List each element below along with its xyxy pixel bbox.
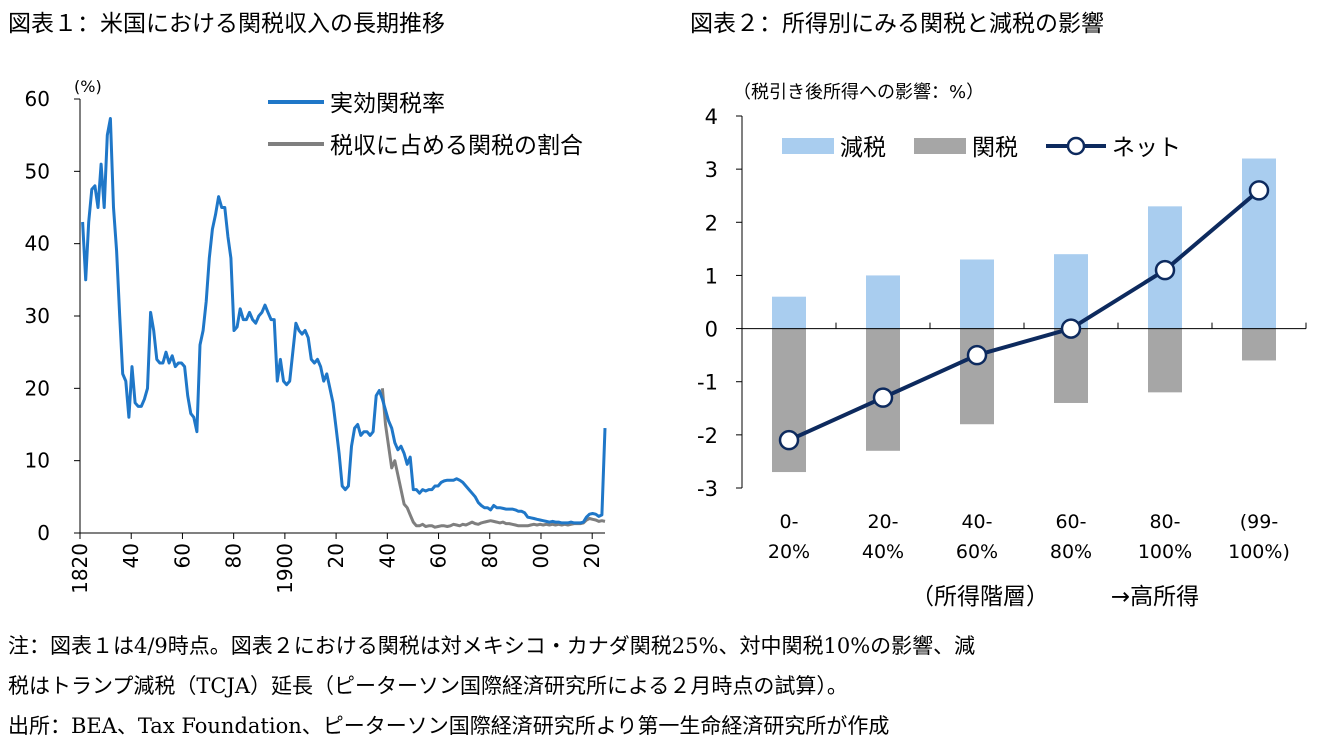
c2-y-tick-label: 1	[705, 264, 718, 288]
c1-x-tick-label: 60	[427, 543, 451, 568]
c2-category-label-top: 40-	[961, 511, 992, 533]
c1-legend-label: 実効関税率	[330, 91, 445, 117]
notes: 注：図表１は4/9時点。図表２における関税は対メキシコ・カナダ関税25%、対中関…	[8, 626, 1328, 746]
c1-y-tick-label: 60	[25, 87, 50, 111]
c2-x-axis-note: →高所得	[1111, 584, 1199, 610]
c2-y-tick-label: 0	[705, 318, 718, 342]
c2-category-label-bottom: 60%	[956, 541, 998, 563]
c1-y-tick-label: 30	[25, 304, 50, 328]
c2-category-label-bottom: 100%)	[1228, 541, 1290, 563]
c2-bar-tariff	[1148, 328, 1182, 393]
c2-bar-tax-cut	[960, 259, 994, 329]
c2-bar-tax-cut	[1054, 254, 1088, 329]
c1-x-tick-label: 20	[324, 543, 348, 568]
c2-legend-label-tariff: 関税	[972, 135, 1018, 161]
c2-bar-tariff	[1242, 328, 1276, 361]
c2-category-label-bottom: 100%	[1138, 541, 1192, 563]
c2-legend-label-tax-cut: 減税	[840, 135, 886, 161]
chart1-tariff-history: 0 10 20 30 40 50 60 (%) 1820 40 60 80 1900 20 40 60 80 00…	[25, 77, 607, 594]
c2-category-label-top: 0-	[780, 511, 799, 533]
c2-category-label-top: 80-	[1149, 511, 1180, 533]
c2-net-point	[872, 387, 894, 408]
c2-legend-marker-net	[1066, 136, 1086, 156]
c2-category-label-top: (99-	[1240, 511, 1278, 533]
c2-unit-label: （税引き後所得への影響：%）	[733, 82, 984, 103]
c1-series-effective-rate	[81, 117, 607, 525]
c2-category-label-bottom: 40%	[862, 541, 904, 563]
c2-bar-tax-cut	[772, 296, 806, 329]
c2-legend-swatch-tariff	[914, 138, 966, 154]
c2-legend-swatch-tax-cut	[782, 138, 834, 154]
c2-net-line	[788, 188, 1261, 443]
c1-x-tick-label: 80	[222, 543, 246, 568]
chart2-title: 図表２：所得別にみる関税と減税の影響	[690, 11, 1104, 37]
c1-series-share-of-revenue	[380, 388, 606, 529]
c2-net-point	[778, 429, 800, 451]
c2-net-point	[1154, 259, 1176, 281]
c1-x-tick-label: 20	[580, 543, 604, 568]
c2-net-point	[1248, 180, 1270, 201]
c2-category-label-top: 60-	[1055, 511, 1086, 533]
c1-x-tick-label: 40	[119, 543, 143, 568]
c2-y-tick-label: 3	[705, 158, 718, 182]
c1-y-tick-label: 50	[25, 159, 50, 183]
c2-net-point	[1060, 318, 1082, 339]
c1-x-tick-label: 80	[478, 543, 502, 568]
c2-category-label-bottom: 20%	[768, 541, 810, 563]
c1-x-tick-label: 60	[170, 543, 194, 568]
c2-y-tick-label: -3	[697, 477, 718, 501]
c2-y-tick-label: -1	[697, 371, 718, 395]
note-line-3: 出所：BEA、Tax Foundation、ピーターソン国際経済研究所より第一生…	[8, 714, 890, 738]
note-line-1: 注：図表１は4/9時点。図表２における関税は対メキシコ・カナダ関税25%、対中関…	[8, 634, 976, 658]
c1-y-tick-label: 0	[37, 521, 50, 545]
c2-net-point	[966, 344, 988, 366]
c1-unit-label: (%)	[74, 77, 102, 96]
c2-category-label-bottom: 80%	[1050, 541, 1092, 563]
c2-y-tick-label: 4	[705, 105, 718, 129]
c1-y-tick-label: 10	[25, 449, 50, 473]
c1-x-tick-label: 00	[529, 543, 553, 568]
c1-x-tick-label: 1820	[68, 543, 92, 594]
c1-x-tick-label: 40	[375, 543, 399, 568]
c2-legend-label-net: ネット	[1112, 135, 1181, 161]
c2-bar-tax-cut	[866, 275, 900, 329]
c2-x-axis-label: （所得階層）	[911, 584, 1049, 610]
chart2-income-impact: -3 -2 -1 0 1 2 3 4 （税引き後所得への影響：%） 0- 20% 20- 40% 40- 6…	[697, 82, 1307, 610]
c2-bar-tariff	[772, 328, 806, 473]
chart1-title: 図表１：米国における関税収入の長期推移	[8, 11, 445, 37]
c2-bar-tariff	[1054, 328, 1088, 403]
c1-y-tick-label: 40	[25, 232, 50, 256]
note-line-2: 税はトランプ減税（TCJA）延長（ピーターソン国際経済研究所による２月時点の試算…	[8, 674, 848, 698]
c2-bar-tariff	[960, 328, 994, 425]
c2-y-tick-label: -2	[697, 424, 718, 448]
c2-category-label-top: 20-	[867, 511, 898, 533]
c1-x-tick-label: 1900	[273, 543, 297, 594]
c1-legend-label: 税収に占める関税の割合	[330, 133, 583, 159]
c2-y-tick-label: 2	[705, 211, 718, 235]
c1-y-tick-label: 20	[25, 376, 50, 400]
